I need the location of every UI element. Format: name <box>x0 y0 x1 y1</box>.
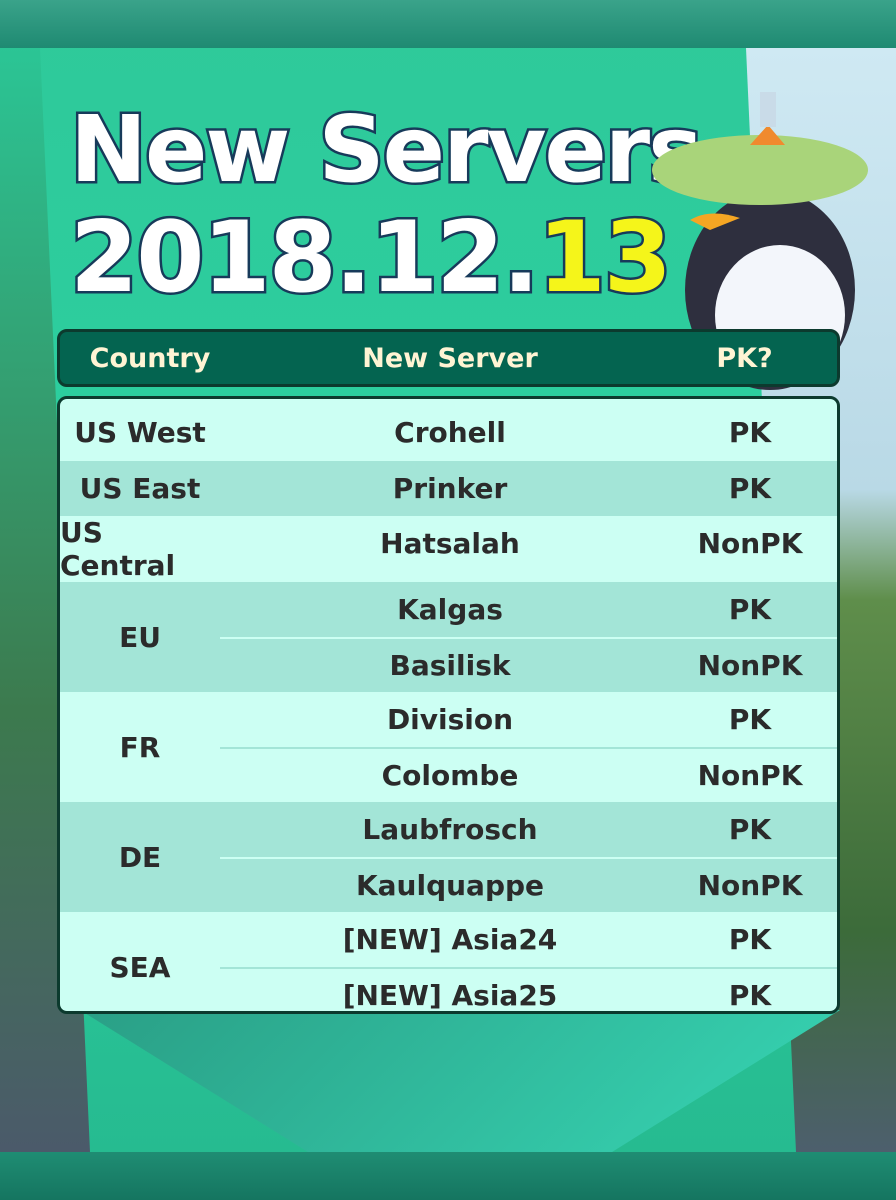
country-cell: FR <box>119 730 161 764</box>
server-name: Prinker <box>392 472 508 505</box>
table-row: [NEW] Asia25 PK <box>220 967 837 1012</box>
server-name: [NEW] Asia24 <box>342 923 558 956</box>
table-row: Crohell PK <box>220 404 837 461</box>
pk-status: PK <box>728 813 772 846</box>
table-row: Kaulquappe NonPK <box>220 857 837 912</box>
server-name: Division <box>386 703 514 736</box>
pk-status: PK <box>728 923 772 956</box>
server-name: [NEW] Asia25 <box>342 979 558 1012</box>
date-highlight: 13 <box>535 201 674 315</box>
table-group: US West Crohell PK <box>60 404 837 461</box>
server-name: Hatsalah <box>380 527 520 560</box>
table-row: Prinker PK <box>220 461 837 516</box>
server-name: Crohell <box>394 416 506 449</box>
table-row: Colombe NonPK <box>220 747 837 802</box>
pk-status: NonPK <box>697 869 803 902</box>
pk-status: NonPK <box>697 759 803 792</box>
pk-status: NonPK <box>697 649 803 682</box>
server-rows: Crohell PK <box>220 404 837 461</box>
server-name: Basilisk <box>389 649 511 682</box>
server-rows: [NEW] Asia24 PK [NEW] Asia25 PK <box>220 912 837 1012</box>
table-group: US Central Hatsalah NonPK <box>60 516 837 582</box>
server-rows: Division PK Colombe NonPK <box>220 692 837 802</box>
pk-status: PK <box>728 472 772 505</box>
table-header: Country New Server PK? <box>57 329 840 387</box>
server-name: Laubfrosch <box>362 813 538 846</box>
server-rows: Kalgas PK Basilisk NonPK <box>220 582 837 692</box>
table-row: Division PK <box>220 692 837 747</box>
table-group: EU Kalgas PK Basilisk NonPK <box>60 582 837 692</box>
pk-status: PK <box>728 593 772 626</box>
header-country: Country <box>89 342 211 374</box>
server-name: Kalgas <box>397 593 503 626</box>
country-cell: US East <box>79 472 201 505</box>
bottom-bar <box>0 1152 896 1200</box>
country-cell: SEA <box>109 950 171 984</box>
table-row: [NEW] Asia24 PK <box>220 912 837 967</box>
title-line1: New Servers <box>68 96 706 203</box>
pk-status: PK <box>728 703 772 736</box>
table-group: US East Prinker PK <box>60 461 837 516</box>
title-date: 2018.12.13 <box>68 206 701 311</box>
table-row: Kalgas PK <box>220 582 837 637</box>
country-cell: US West <box>74 416 206 449</box>
table-group: FR Division PK Colombe NonPK <box>60 692 837 802</box>
date-prefix: 2018.12. <box>68 201 543 315</box>
server-rows: Prinker PK <box>220 461 837 516</box>
server-name: Kaulquappe <box>355 869 545 902</box>
country-cell: US Central <box>60 516 176 582</box>
table-row: Laubfrosch PK <box>220 802 837 857</box>
header-pk: PK? <box>716 342 773 374</box>
table-row: Basilisk NonPK <box>220 637 837 692</box>
server-rows: Hatsalah NonPK <box>220 516 837 582</box>
pk-status: PK <box>728 416 772 449</box>
table-group: DE Laubfrosch PK Kaulquappe NonPK <box>60 802 837 912</box>
server-table: US West Crohell PK US East Prinker PK US Centr… <box>57 396 840 1014</box>
top-bar <box>0 0 896 48</box>
header-new-server: New Server <box>362 342 538 374</box>
bottom-decoration <box>80 1010 840 1152</box>
table-group: SEA [NEW] Asia24 PK [NEW] Asia25 PK <box>60 912 837 1012</box>
country-cell: DE <box>118 840 162 874</box>
pk-status: NonPK <box>697 527 803 560</box>
server-rows: Laubfrosch PK Kaulquappe NonPK <box>220 802 837 912</box>
pk-status: PK <box>728 979 772 1012</box>
title: New Servers 2018.12.13 <box>68 97 706 311</box>
server-name: Colombe <box>381 759 519 792</box>
country-cell: EU <box>119 620 161 654</box>
table-row: Hatsalah NonPK <box>220 516 837 571</box>
